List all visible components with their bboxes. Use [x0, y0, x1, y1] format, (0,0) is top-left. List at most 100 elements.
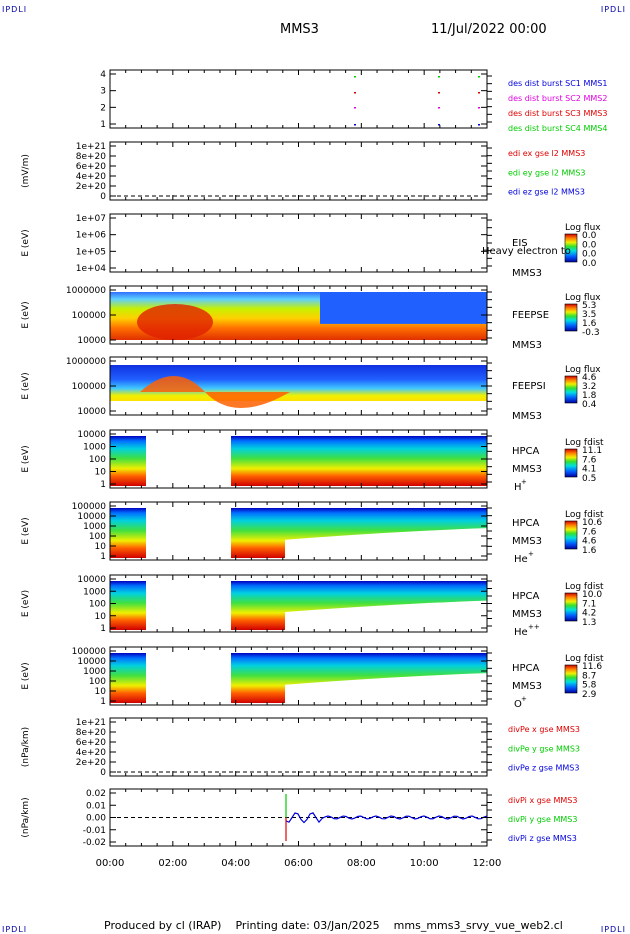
- spectrogram-gap: [146, 649, 231, 705]
- colorbar-title: Log flux: [565, 223, 601, 233]
- instrument-label: HPCA: [512, 663, 540, 674]
- colorbar-tick-label: 11.1: [582, 446, 602, 456]
- colorbar: [564, 233, 578, 263]
- species-label: He: [514, 554, 528, 565]
- y-tick-label: 6e+20: [76, 738, 107, 748]
- spectrogram-gap: [146, 504, 231, 560]
- y-tick-label: 1: [100, 552, 106, 562]
- y-tick-label: 2: [100, 103, 106, 113]
- y-axis-label: E (eV): [21, 301, 31, 328]
- legend-entry: edi ey gse l2 MMS3: [508, 168, 586, 177]
- colorbar-tick-label: 0.5: [582, 474, 596, 484]
- y-tick-label: 1000: [83, 443, 106, 453]
- y-tick-label: 2e+20: [76, 182, 107, 192]
- instrument-label: HPCA: [512, 446, 540, 457]
- spectrogram-hot-region: [137, 304, 213, 340]
- spacecraft-label: MMS3: [512, 411, 542, 422]
- colorbar-tick-label: -0.3: [582, 328, 600, 338]
- footer-filename: mms_mms3_srvy_vue_web2.cl: [393, 919, 563, 932]
- y-axis-label: E (eV): [21, 662, 31, 689]
- colorbar-tick-label: 0.4: [582, 400, 597, 410]
- burst-mark: [478, 107, 480, 109]
- y-tick-label: 1e+21: [76, 142, 106, 152]
- panel-frame: [109, 141, 488, 201]
- y-axis-label: E (eV): [21, 445, 31, 472]
- colorbar-tick-label: 1.6: [582, 319, 597, 329]
- x-tick-label: 04:00: [221, 858, 250, 869]
- colorbar-tick-label: 4.6: [582, 373, 597, 383]
- colorbar-title: Log fdist: [565, 438, 604, 448]
- species-charge-label: +: [528, 550, 534, 558]
- spacecraft-label: MMS3: [512, 609, 542, 620]
- burst-mark: [354, 107, 356, 109]
- y-tick-label: 0.02: [86, 789, 106, 799]
- colorbar: [564, 520, 578, 550]
- colorbar-tick-label: 5.8: [582, 681, 597, 691]
- colorbar-title: Log flux: [565, 365, 601, 375]
- y-tick-label: 1: [100, 480, 106, 490]
- date-time-title: 11/Jul/2022 00:00: [431, 22, 547, 37]
- y-tick-label: 1000000: [66, 286, 106, 296]
- legend-entry: des dist burst SC4 MMS4: [508, 124, 607, 133]
- colorbar-tick-label: 1.6: [582, 546, 597, 556]
- burst-mark: [354, 124, 356, 126]
- legend-entry: divPi z gse MMS3: [508, 834, 577, 843]
- spacecraft-label: MMS3: [512, 464, 542, 475]
- colorbar-title: Log fdist: [565, 582, 604, 592]
- panel-eis: [109, 213, 578, 273]
- legend-entry: divPe y gse MMS3: [508, 744, 580, 753]
- y-tick-label: 100000: [72, 647, 107, 657]
- panel-burst: [109, 69, 492, 129]
- panel-feepsi: [109, 356, 578, 416]
- colorbar: [564, 375, 578, 404]
- y-tick-label: 0.00: [86, 814, 106, 824]
- colorbar-tick-label: 0.0: [582, 231, 597, 241]
- burst-mark: [478, 76, 480, 78]
- colorbar-tick-label: 7.6: [582, 455, 597, 465]
- produced-by: Produced by cl (IRAP): [104, 919, 222, 932]
- y-tick-label: 1e+04: [76, 264, 107, 274]
- burst-mark: [354, 92, 356, 94]
- colorbar-tick-label: 10.6: [582, 518, 602, 528]
- colorbar-tick-label: 1.3: [582, 618, 596, 628]
- legend-entry: divPe x gse MMS3: [508, 725, 580, 734]
- y-tick-label: 4e+20: [76, 172, 107, 182]
- y-tick-label: 4e+20: [76, 748, 107, 758]
- spacecraft-label: MMS3: [512, 268, 542, 279]
- colorbar-title: Log fdist: [565, 510, 604, 520]
- colorbar-tick-label: 4.2: [582, 609, 596, 619]
- species-label: He: [514, 627, 528, 638]
- spacecraft-label: MMS3: [512, 340, 542, 351]
- spacecraft-label: MMS3: [512, 536, 542, 547]
- y-axis-label: E (eV): [21, 229, 31, 256]
- corner-mark-bottom-right: IPDLI: [600, 925, 626, 934]
- spacecraft-title: MMS3: [280, 22, 319, 37]
- colorbar-tick-label: 7.1: [582, 599, 596, 609]
- instrument-label: FEEPSE: [512, 310, 549, 321]
- spectrogram-gap: [146, 432, 231, 488]
- y-tick-label: 10000: [77, 657, 106, 667]
- footer-credits: Produced by cl (IRAP) Printing date: 03/…: [104, 919, 563, 932]
- y-tick-label: 0.01: [86, 801, 106, 811]
- y-tick-label: 8e+20: [76, 152, 107, 162]
- colorbar-tick-label: 0.0: [582, 259, 597, 269]
- burst-mark: [438, 107, 440, 109]
- y-tick-label: 100000: [72, 311, 107, 321]
- instrument-label: HPCA: [512, 518, 540, 529]
- panel-divpe: [109, 717, 492, 777]
- colorbar-tick-label: 2.9: [582, 690, 597, 700]
- colorbar-title: Log flux: [565, 293, 601, 303]
- y-tick-label: 2e+20: [76, 758, 107, 768]
- legend-entry: edi ez gse l2 MMS3: [508, 188, 585, 197]
- y-tick-label: 1: [100, 697, 106, 707]
- y-tick-label: 6e+20: [76, 162, 107, 172]
- burst-mark: [354, 76, 356, 78]
- y-axis-label: (nPa/km): [21, 727, 31, 767]
- x-tick-label: 10:00: [410, 858, 439, 869]
- species-label: H: [514, 482, 522, 493]
- x-tick-label: 02:00: [158, 858, 187, 869]
- spectrogram-empty-region: [285, 528, 487, 558]
- panel-hpca_h: [109, 429, 578, 489]
- y-tick-label: 3: [100, 87, 106, 97]
